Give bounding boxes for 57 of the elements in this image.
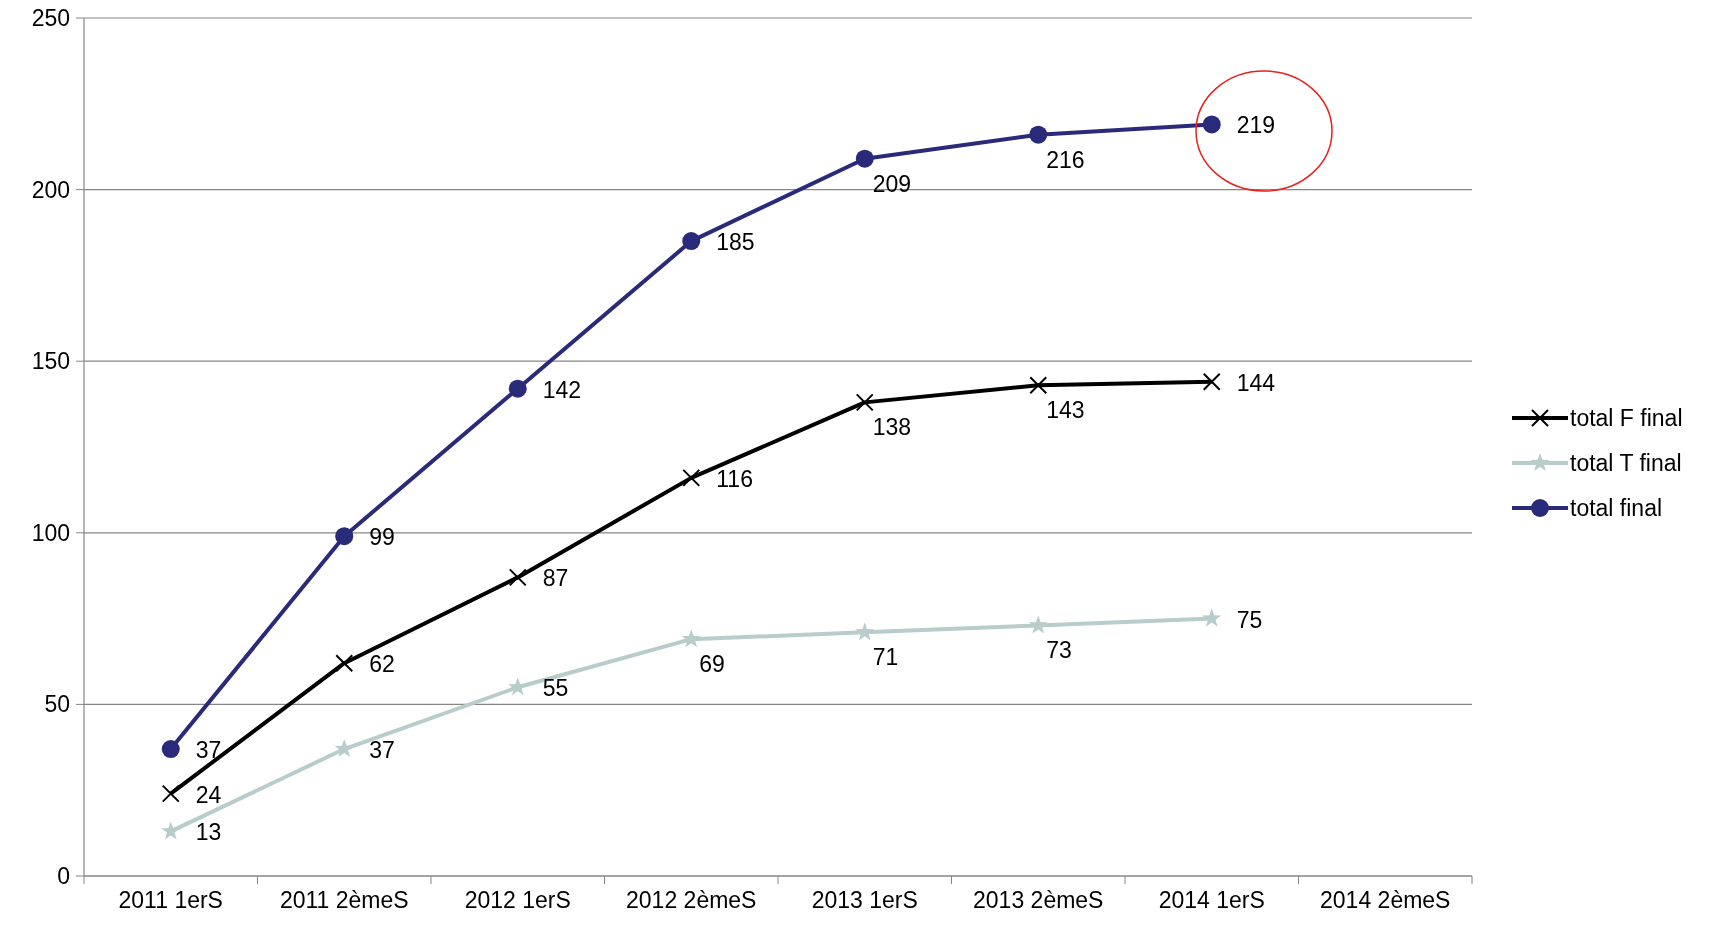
- point: [1029, 376, 1048, 395]
- x-tick-label: 2011 1erS: [118, 887, 223, 913]
- data-label: 13: [195, 819, 222, 846]
- y-tick-label: 100: [31, 519, 70, 546]
- x-tick-label: 2011 2èmeS: [279, 887, 409, 913]
- data-label: 55: [542, 675, 569, 702]
- point: [855, 149, 874, 168]
- data-label: 37: [195, 737, 222, 764]
- x-tick-label: 2012 2èmeS: [626, 887, 757, 913]
- legend-label: total final: [1570, 495, 1663, 522]
- data-label: 99: [369, 524, 395, 551]
- x-tick-label: 2013 1erS: [811, 887, 918, 913]
- data-label: 87: [542, 565, 569, 592]
- x-tick-label: 2014 2èmeS: [1320, 887, 1451, 913]
- point: [161, 821, 181, 840]
- point: [1202, 608, 1222, 627]
- point: [1202, 372, 1221, 391]
- point: [335, 654, 354, 673]
- data-label: 144: [1236, 369, 1276, 396]
- y-tick-label: 0: [57, 863, 70, 890]
- point: [855, 622, 875, 641]
- data-label: 116: [716, 465, 753, 492]
- point: [1202, 115, 1221, 134]
- point: [681, 629, 701, 648]
- data-label: 73: [1046, 637, 1072, 664]
- data-label: 71: [872, 644, 899, 671]
- data-label: 69: [699, 651, 725, 678]
- legend-label: total F final: [1570, 405, 1683, 432]
- data-label: 143: [1046, 397, 1085, 424]
- data-label: 185: [716, 229, 755, 256]
- point: [682, 232, 701, 251]
- data-label: 142: [542, 376, 582, 403]
- point: [1028, 615, 1048, 634]
- legend-label: total T final: [1570, 450, 1682, 477]
- point: [855, 393, 874, 412]
- y-tick-label: 250: [31, 5, 70, 32]
- point: [508, 379, 527, 398]
- point: [682, 468, 701, 487]
- data-label: 209: [872, 170, 912, 197]
- y-tick-label: 50: [44, 691, 70, 718]
- x-tick-label: 2012 1erS: [464, 887, 571, 913]
- data-label: 62: [369, 651, 395, 678]
- point: [161, 740, 180, 759]
- data-label: 138: [872, 414, 912, 441]
- y-tick-label: 200: [31, 176, 70, 203]
- data-label: 37: [369, 737, 395, 764]
- point: [1029, 125, 1048, 144]
- data-label: 75: [1236, 606, 1263, 633]
- point: [508, 568, 527, 587]
- point: [161, 784, 180, 803]
- point: [335, 527, 354, 546]
- data-label: 216: [1046, 146, 1085, 173]
- x-tick-label: 2013 2èmeS: [973, 887, 1104, 913]
- x-tick-label: 2014 1erS: [1158, 887, 1265, 913]
- data-label: 24: [195, 781, 222, 808]
- data-label: 219: [1236, 112, 1276, 139]
- y-tick-label: 150: [31, 348, 70, 375]
